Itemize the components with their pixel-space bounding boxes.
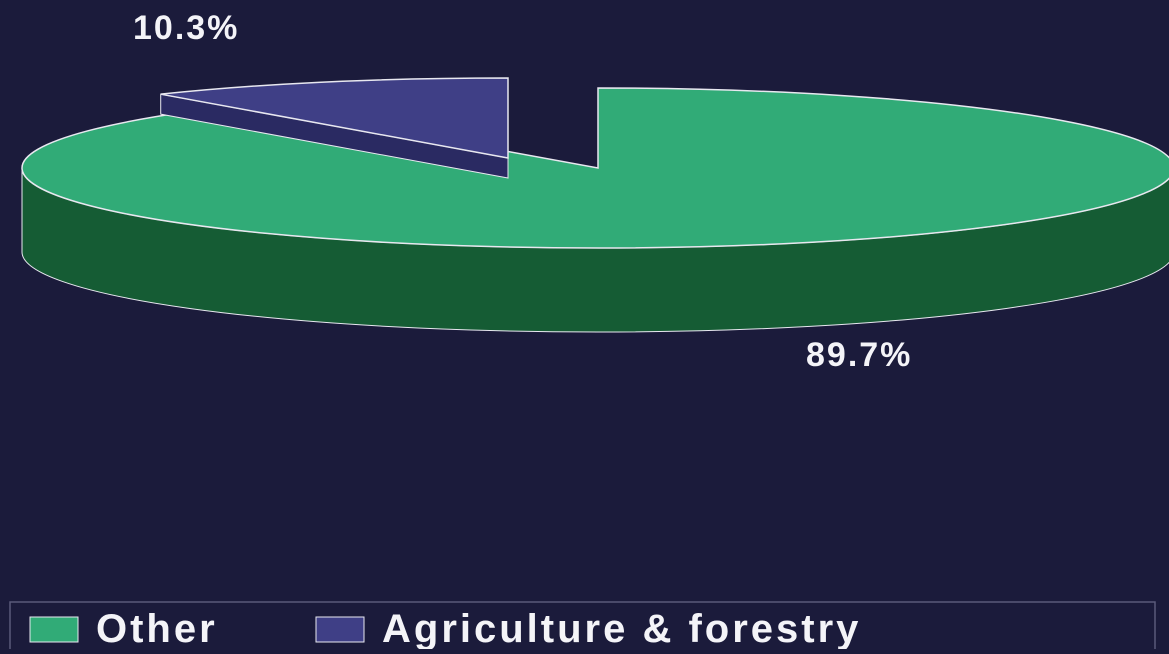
slice-agriculture-forestry — [160, 77, 509, 179]
slice-agriculture-forestry-top — [160, 77, 509, 159]
legend-label-other: Other — [96, 607, 218, 649]
data-label-other: 89.7% — [806, 336, 912, 374]
legend-label-agriculture-forestry: Agriculture & forestry — [382, 607, 861, 649]
data-label-agriculture-forestry: 10.3% — [133, 9, 239, 47]
legend: Other Agriculture & forestry — [9, 601, 1156, 654]
legend-frame — [9, 601, 1156, 654]
legend-swatch-agriculture-forestry — [315, 616, 365, 643]
legend-swatch-other — [29, 616, 79, 643]
slice-other — [21, 87, 1169, 333]
